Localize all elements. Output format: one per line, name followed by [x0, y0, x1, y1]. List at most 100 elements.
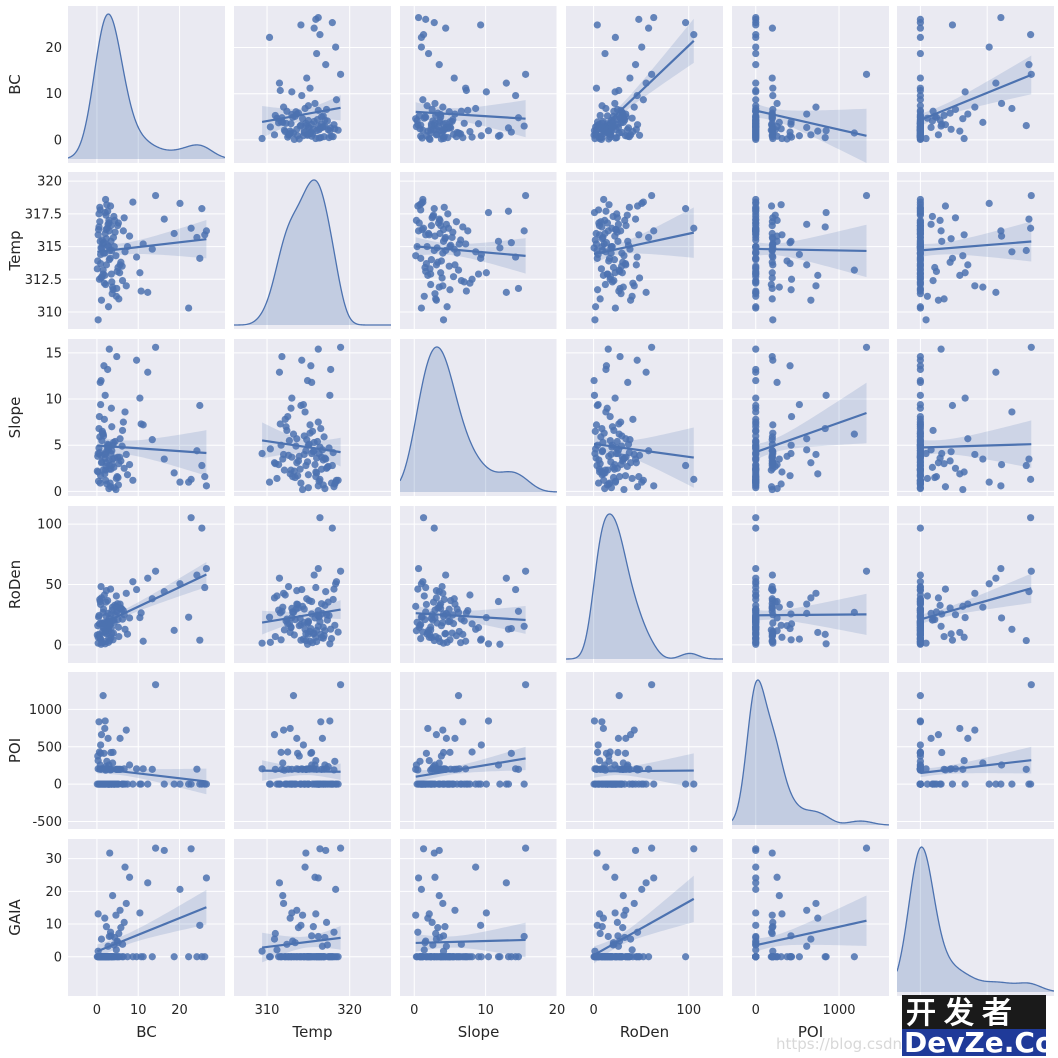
scatter-point [992, 574, 1000, 582]
panel-BC-Slope [400, 6, 558, 163]
scatter-point [422, 231, 430, 239]
scatter-point [786, 600, 794, 609]
scatter-point [922, 765, 930, 773]
scatter-point [326, 717, 334, 725]
panel-Slope-Temp [234, 339, 391, 496]
scatter-point [916, 391, 924, 399]
scatter-point [459, 718, 467, 726]
scatter-point [412, 627, 421, 635]
scatter-point [946, 109, 954, 117]
scatter-point [752, 595, 760, 604]
y-tick-label: 0 [54, 638, 62, 653]
scatter-point [298, 356, 306, 364]
scatter-point [123, 630, 132, 638]
scatter-point [936, 216, 944, 225]
y-tick-label: 10 [45, 87, 62, 102]
scatter-point [520, 227, 528, 235]
scatter-point [690, 475, 698, 483]
scatter-point [752, 116, 760, 124]
scatter-point [941, 585, 950, 593]
scatter-point [773, 597, 781, 606]
scatter-point [916, 270, 924, 278]
scatter-point [318, 734, 327, 742]
scatter-point [144, 879, 152, 887]
scatter-point [440, 203, 448, 211]
panel-BC-RoDen [566, 6, 723, 163]
scatter-point [598, 447, 607, 455]
scatter-point [116, 269, 124, 277]
scatter-point [123, 953, 132, 961]
scatter-point [289, 692, 298, 700]
scatter-point [752, 473, 760, 481]
scatter-point [95, 210, 103, 218]
scatter-point [964, 261, 972, 269]
scatter-point [484, 717, 493, 725]
scatter-point [632, 261, 640, 269]
scatter-point [621, 116, 629, 124]
scatter-point [752, 126, 760, 134]
scatter-point [916, 246, 924, 255]
scatter-point [822, 391, 830, 399]
scatter-point [435, 61, 443, 69]
confidence-band [97, 430, 207, 476]
scatter-point [600, 429, 608, 437]
regression-line [920, 240, 1032, 252]
scatter-point [648, 191, 656, 200]
scatter-point [202, 564, 211, 573]
scatter-point [462, 953, 470, 961]
scatter-point [439, 899, 447, 908]
scatter-point [769, 84, 777, 92]
scatter-point [148, 245, 156, 253]
scatter-point [591, 449, 599, 458]
scatter-point [752, 207, 760, 215]
scatter-point [196, 921, 204, 929]
scatter-point [482, 88, 490, 96]
x-tick-label: 10 [477, 1003, 494, 1018]
scatter-point [621, 216, 629, 225]
scatter-point [814, 271, 822, 279]
scatter-point [916, 231, 924, 239]
scatter-point [193, 953, 201, 961]
scatter-point [120, 464, 128, 472]
scatter-point [414, 564, 423, 573]
x-tick-label: 310 [255, 1003, 280, 1018]
scatter-point [752, 263, 760, 272]
y-axis-label-BC: BC [6, 74, 24, 95]
scatter-point [111, 454, 119, 462]
scatter-point [768, 246, 776, 255]
panel-POI-RoDen [566, 672, 723, 829]
kde-line [732, 679, 889, 826]
scatter-point [160, 455, 168, 463]
scatter-point [946, 457, 954, 465]
scatter-point [916, 780, 924, 788]
scatter-point [773, 873, 781, 881]
scatter-point [321, 780, 329, 788]
scatter-point [420, 946, 428, 954]
confidence-band [920, 420, 1032, 468]
scatter-point [97, 244, 105, 252]
scatter-point [769, 125, 777, 133]
scatter-point [795, 132, 803, 140]
scatter-point [477, 132, 485, 140]
panel-background [400, 672, 557, 829]
watermark: https://blog.csdn.n 开发者 DevZe.CoM [776, 995, 1058, 1058]
scatter-point [435, 891, 443, 900]
scatter-point [444, 210, 452, 218]
scatter-point [318, 942, 327, 950]
scatter-point [94, 639, 102, 647]
scatter-point [297, 921, 305, 929]
y-tick-label: 1000 [29, 703, 62, 718]
scatter-point [453, 605, 461, 613]
scatter-point [332, 885, 340, 893]
scatter-point [752, 15, 760, 23]
scatter-point [979, 455, 987, 463]
scatter-point [777, 125, 785, 133]
scatter-point [455, 953, 463, 961]
scatter-point [448, 117, 456, 126]
scatter-point [427, 280, 435, 289]
scatter-point [317, 718, 325, 726]
scatter-point [752, 225, 760, 234]
scatter-point [288, 88, 296, 96]
scatter-point [102, 225, 110, 234]
scatter-point [916, 473, 924, 481]
